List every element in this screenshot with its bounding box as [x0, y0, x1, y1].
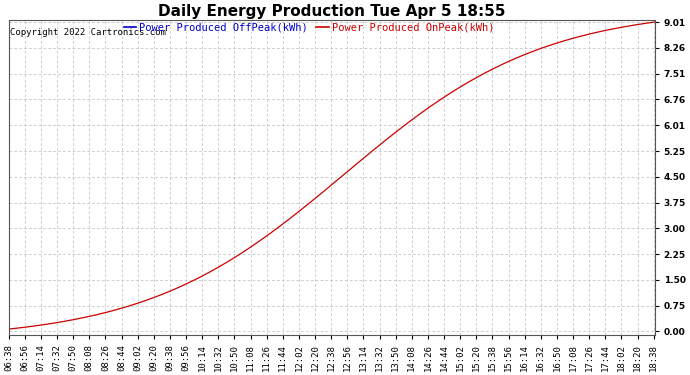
- Title: Daily Energy Production Tue Apr 5 18:55: Daily Energy Production Tue Apr 5 18:55: [158, 4, 505, 19]
- Text: Copyright 2022 Cartronics.com: Copyright 2022 Cartronics.com: [10, 28, 166, 37]
- Legend: Power Produced OffPeak(kWh), Power Produced OnPeak(kWh): Power Produced OffPeak(kWh), Power Produ…: [124, 22, 495, 32]
